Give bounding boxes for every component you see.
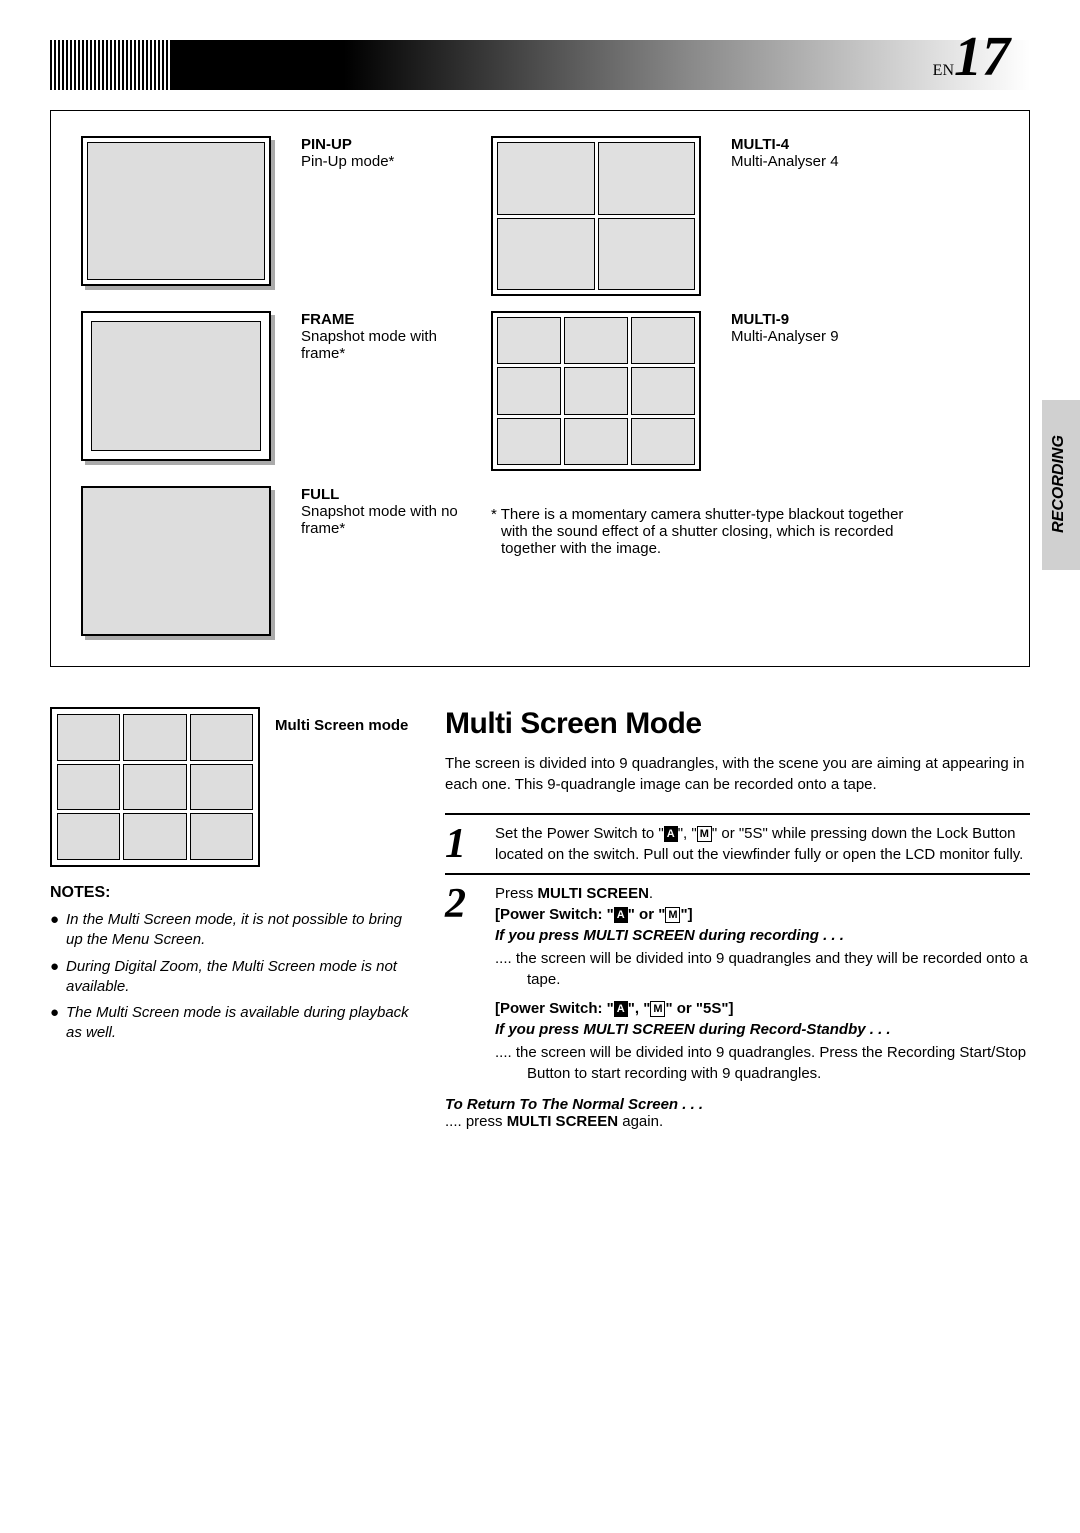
notes-heading: NOTES:	[50, 884, 410, 902]
multi4-illustration	[491, 136, 701, 296]
m-icon: M	[697, 826, 712, 842]
lang-code: EN	[933, 62, 954, 79]
pin-up-label: PIN-UP Pin-Up mode*	[301, 136, 471, 170]
shutter-footnote: * There is a momentary camera shutter-ty…	[491, 506, 911, 557]
pin-up-title: PIN-UP	[301, 136, 352, 153]
step-1-body: Set the Power Switch to "A", "M" or "5S"…	[495, 823, 1030, 865]
multi9-label: MULTI-9 Multi-Analyser 9	[731, 311, 911, 345]
frame-title: FRAME	[301, 311, 354, 328]
multi-screen-illus-label: Multi Screen mode	[275, 717, 410, 734]
modes-panel: PIN-UP Pin-Up mode* MULTI-4 Multi-Analys…	[50, 110, 1030, 667]
multi9-desc: Multi-Analyser 9	[731, 328, 839, 345]
full-illustration	[81, 486, 271, 636]
notes-item: In the Multi Screen mode, it is not poss…	[50, 910, 410, 951]
multi9-illustration	[491, 311, 701, 471]
notes-item: During Digital Zoom, the Multi Screen mo…	[50, 957, 410, 998]
frame-desc: Snapshot mode with frame*	[301, 328, 437, 362]
section-intro: The screen is divided into 9 quadrangles…	[445, 753, 1030, 795]
page-num-value: 17	[954, 26, 1010, 88]
a-icon: A	[614, 1001, 628, 1017]
multi4-title: MULTI-4	[731, 136, 789, 153]
section-tab-label: RECORDING	[1050, 419, 1068, 549]
header-bar: EN17	[50, 40, 1030, 90]
pin-up-desc: Pin-Up mode*	[301, 153, 394, 170]
step-1: 1 Set the Power Switch to "A", "M" or "5…	[445, 813, 1030, 865]
section-tab: RECORDING	[1042, 400, 1080, 570]
frame-illustration	[81, 311, 271, 461]
return-instruction: To Return To The Normal Screen . . . ...…	[445, 1096, 1030, 1130]
full-title: FULL	[301, 486, 339, 503]
full-label: FULL Snapshot mode with no frame*	[301, 486, 471, 537]
notes-section: NOTES: In the Multi Screen mode, it is n…	[50, 884, 410, 1044]
m-icon: M	[650, 1001, 665, 1017]
frame-label: FRAME Snapshot mode with frame*	[301, 311, 471, 362]
multi9-title: MULTI-9	[731, 311, 789, 328]
step-number: 1	[445, 823, 485, 865]
a-icon: A	[614, 907, 628, 923]
section-title: Multi Screen Mode	[445, 707, 1030, 741]
a-icon: A	[664, 826, 678, 842]
page-number: EN17	[933, 25, 1010, 89]
multi4-label: MULTI-4 Multi-Analyser 4	[731, 136, 911, 170]
multi4-desc: Multi-Analyser 4	[731, 153, 839, 170]
step-number: 2	[445, 883, 485, 1084]
m-icon: M	[665, 907, 680, 923]
full-desc: Snapshot mode with no frame*	[301, 503, 458, 537]
step-2: 2 Press MULTI SCREEN. [Power Switch: "A"…	[445, 873, 1030, 1084]
multi-screen-illustration	[50, 707, 260, 867]
notes-item: The Multi Screen mode is available durin…	[50, 1003, 410, 1044]
pin-up-illustration	[81, 136, 271, 286]
step-2-body: Press MULTI SCREEN. [Power Switch: "A" o…	[495, 883, 1030, 1084]
